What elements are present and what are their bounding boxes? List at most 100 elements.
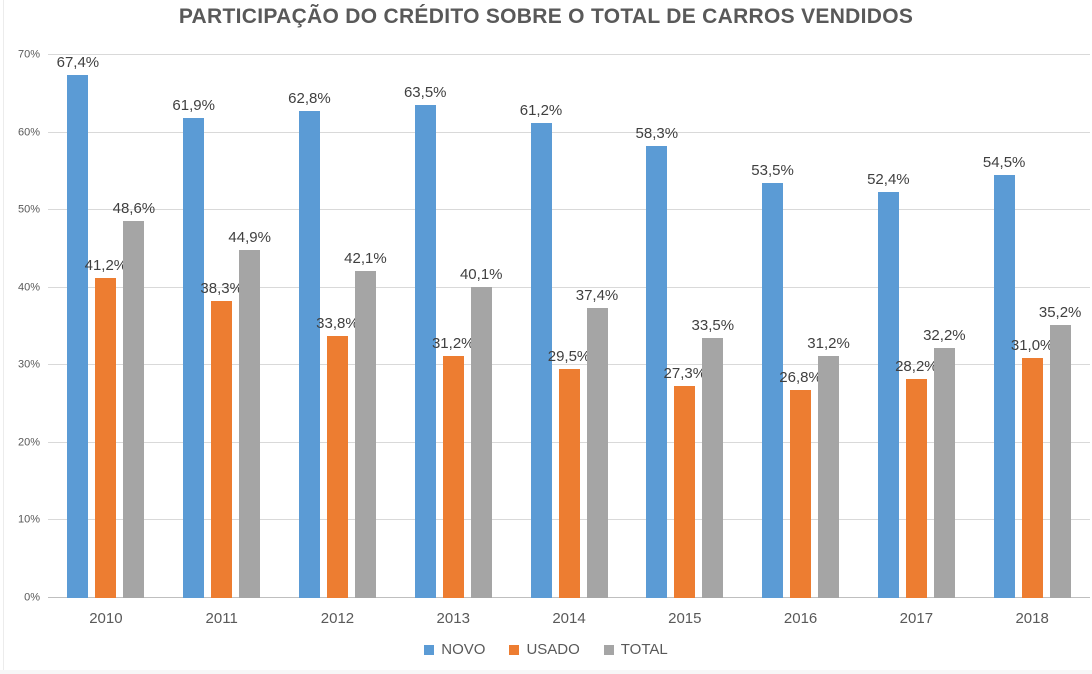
bar-group-2014: 61,2% 29,5% 37,4% 2014	[511, 55, 627, 627]
bar-group-2010: 67,4% 41,2% 48,6% 2010	[48, 54, 164, 627]
bar-novo-2013	[414, 105, 436, 598]
bar-slot-total-2011: 44,9%	[228, 55, 271, 598]
bar-slot-total-2012: 42,1%	[344, 55, 387, 598]
gridline-30%	[48, 364, 1090, 366]
bar-novo-2010	[67, 75, 89, 598]
bar-slot-total-2018: 35,2%	[1039, 55, 1081, 598]
bar-total-2010	[123, 221, 145, 598]
left-edge-divider	[3, 0, 4, 674]
bar-usado-2012	[326, 335, 348, 598]
data-label-total-2015: 33,5%	[691, 317, 735, 335]
legend-item-total: TOTAL	[603, 641, 668, 658]
data-label-novo-2018: 54,5%	[982, 154, 1026, 172]
bar-slot-usado-2017: 28,2%	[895, 55, 938, 598]
x-axis-label-2012: 2012	[320, 610, 355, 627]
bar-total-2013	[470, 286, 492, 598]
bar-slot-total-2013: 40,1%	[460, 55, 503, 598]
data-label-usado-2013: 31,2%	[431, 334, 475, 352]
x-axis-label-2017: 2017	[899, 610, 934, 627]
bar-novo-2017	[877, 191, 899, 598]
y-axis-tick-40%: 40%	[17, 281, 40, 294]
bar-group-2015: 58,3% 27,3% 33,5% 2015	[627, 55, 743, 627]
y-axis-tick-0%: 0%	[24, 591, 40, 604]
bar-novo-2016	[762, 183, 784, 598]
bar-group-2016: 53,5% 26,8% 31,2% 2016	[743, 55, 859, 627]
bar-novo-2018	[993, 175, 1015, 598]
data-label-usado-2015: 27,3%	[663, 365, 707, 383]
data-label-total-2016: 31,2%	[807, 334, 850, 352]
bar-slot-novo-2016: 53,5%	[751, 55, 794, 598]
bar-slot-usado-2015: 27,3%	[664, 55, 706, 598]
bar-group-2011: 61,9% 38,3% 44,9% 2011	[164, 55, 280, 627]
data-label-total-2014: 37,4%	[575, 286, 619, 304]
data-label-total-2012: 42,1%	[344, 250, 387, 268]
legend-item-novo: NOVO	[424, 641, 485, 658]
legend-swatch-total	[603, 644, 614, 655]
data-label-novo-2014: 61,2%	[519, 102, 563, 120]
legend-swatch-novo	[424, 644, 435, 655]
x-axis-label-2010: 2010	[89, 610, 123, 627]
bar-usado-2017	[905, 379, 927, 598]
bar-slot-usado-2018: 31,0%	[1011, 55, 1053, 598]
bar-slot-total-2017: 32,2%	[923, 55, 966, 598]
bar-total-2011	[239, 249, 261, 598]
y-axis-tick-50%: 50%	[17, 203, 40, 216]
data-label-novo-2011: 61,9%	[172, 96, 215, 114]
x-axis-label-2014: 2014	[552, 610, 586, 627]
legend: NOVO USADO TOTAL	[0, 641, 1092, 658]
bar-total-2012	[354, 271, 376, 598]
bar-slot-total-2016: 31,2%	[807, 55, 850, 598]
bar-slot-usado-2010: 41,2%	[85, 55, 127, 598]
x-axis-label-2011: 2011	[205, 610, 238, 627]
bar-total-2018	[1049, 324, 1071, 598]
y-axis-tick-70%: 70%	[17, 48, 40, 61]
gridline-50%	[48, 209, 1090, 211]
data-label-novo-2016: 53,5%	[751, 162, 794, 179]
bar-slot-usado-2011: 38,3%	[200, 55, 243, 598]
bar-total-2014	[586, 307, 608, 598]
bar-groups: 67,4% 41,2% 48,6% 2010 61,9% 38,3% 44,9% 2011 62…	[48, 54, 1090, 627]
x-axis-label-2015: 2015	[668, 610, 702, 627]
data-label-total-2013: 40,1%	[459, 265, 503, 283]
bar-usado-2016	[790, 390, 812, 598]
data-label-usado-2016: 26,8%	[779, 369, 822, 387]
y-axis-tick-30%: 30%	[17, 358, 40, 371]
data-label-usado-2018: 31,0%	[1010, 336, 1054, 354]
data-label-usado-2017: 28,2%	[895, 358, 938, 376]
bar-usado-2011	[211, 300, 233, 598]
data-label-usado-2014: 29,5%	[547, 348, 591, 366]
data-label-novo-2012: 62,8%	[288, 89, 331, 107]
bar-slot-novo-2015: 58,3%	[636, 55, 678, 598]
data-label-novo-2010: 67,4%	[56, 54, 100, 72]
bar-slot-usado-2014: 29,5%	[548, 55, 590, 598]
legend-item-usado: USADO	[509, 641, 580, 658]
bar-slot-usado-2012: 33,8%	[316, 55, 359, 598]
legend-label-usado: USADO	[526, 641, 580, 658]
bar-novo-2011	[183, 117, 205, 598]
bar-group-2013: 63,5% 31,2% 40,1% 2013	[395, 55, 511, 627]
bar-slot-novo-2018: 54,5%	[983, 55, 1025, 598]
gridline-60%	[48, 131, 1090, 133]
data-label-novo-2013: 63,5%	[403, 84, 447, 102]
bar-slot-usado-2013: 31,2%	[432, 55, 475, 598]
legend-swatch-usado	[509, 644, 520, 655]
x-axis-label-2018: 2018	[1015, 610, 1049, 627]
bar-slot-total-2014: 37,4%	[576, 55, 618, 598]
y-axis-tick-60%: 60%	[17, 126, 40, 139]
data-label-novo-2017: 52,4%	[867, 170, 910, 188]
data-label-novo-2015: 58,3%	[635, 124, 679, 142]
bar-usado-2018	[1021, 357, 1043, 598]
bar-total-2017	[933, 348, 955, 598]
bar-slot-novo-2011: 61,9%	[172, 55, 215, 598]
x-axis-label-2016: 2016	[783, 610, 818, 627]
bottom-edge-divider	[0, 670, 1092, 674]
data-label-usado-2010: 41,2%	[84, 257, 128, 275]
bar-group-2017: 52,4% 28,2% 32,2% 2017	[858, 55, 974, 627]
data-label-usado-2012: 33,8%	[316, 314, 359, 332]
data-label-total-2017: 32,2%	[923, 327, 966, 345]
bar-novo-2014	[530, 123, 552, 598]
plot-area: 0% 10% 20% 30% 40% 50% 60% 70% 67,4% 41,2% 48,6% 2…	[18, 49, 1090, 627]
bar-novo-2015	[646, 145, 668, 598]
bar-group-2018: 54,5% 31,0% 35,2% 2018	[974, 55, 1090, 627]
